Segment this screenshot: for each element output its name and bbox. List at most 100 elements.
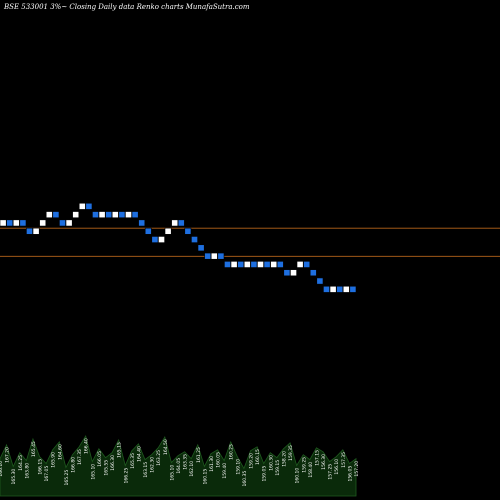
renko-brick-20	[125, 211, 132, 219]
renko-brick-27	[171, 219, 179, 227]
renko-brick-34	[217, 252, 225, 260]
renko-brick-29	[184, 227, 192, 235]
volume-label-54: 156.05	[347, 466, 353, 482]
volume-label-24: 162.30	[150, 457, 156, 473]
volume-label-11: 165.25	[64, 470, 70, 486]
renko-brick-43	[276, 261, 284, 268]
volume-area-path	[0, 434, 357, 497]
volume-label-45: 159.35	[288, 445, 294, 461]
renko-brick-42	[270, 261, 278, 268]
volume-label-51: 157.25	[328, 464, 334, 480]
volume-label-15: 165.10	[90, 464, 96, 480]
volume-label-31: 161.25	[196, 447, 202, 463]
volume-label-43: 159.15	[275, 460, 281, 476]
renko-brick-37	[237, 261, 245, 268]
volume-label-39: 159.20	[249, 453, 255, 469]
renko-brick-11	[65, 219, 73, 227]
volume-label-12: 166.80	[71, 457, 77, 473]
renko-brick-3	[12, 219, 20, 227]
renko-brick-7	[39, 219, 47, 227]
renko-brick-6	[32, 227, 40, 235]
volume-label-53: 157.35	[341, 452, 347, 468]
volume-label-19: 165.15	[117, 442, 123, 458]
renko-brick-48	[309, 269, 317, 277]
renko-brick-41	[263, 261, 271, 268]
renko-brick-51	[329, 285, 337, 293]
volume-label-37: 159.10	[235, 459, 241, 475]
volume-label-5: 163.80	[24, 463, 30, 479]
renko-brick-15	[92, 211, 99, 219]
volume-label-29: 163.35	[183, 454, 189, 470]
renko-brick-35	[224, 261, 231, 268]
renko-brick-19	[118, 211, 126, 219]
renko-brick-8	[45, 211, 53, 219]
renko-brick-38	[243, 261, 251, 268]
renko-bricks	[0, 202, 357, 293]
renko-brick-2	[6, 219, 14, 227]
renko-brick-44	[283, 269, 291, 277]
volume-label-25: 163.25	[156, 450, 162, 466]
reference-lines	[0, 227, 500, 257]
renko-brick-10	[59, 219, 66, 227]
volume-label-13: 167.35	[77, 449, 83, 465]
chart-title: BSE 533001 3%~ Closing Daily data Renko …	[3, 3, 250, 11]
volume-label-17: 165.55	[103, 460, 109, 476]
volume-label-21: 165.35	[130, 453, 136, 469]
volume-label-49: 157.15	[314, 450, 320, 466]
volume-label-50: 156.30	[321, 454, 327, 470]
renko-brick-1	[0, 219, 7, 227]
renko-brick-23	[144, 227, 152, 235]
renko-brick-5	[26, 227, 33, 235]
volume-label-46: 160.10	[295, 468, 301, 484]
volume-label-10: 164.60	[57, 444, 63, 460]
volume-label-41: 159.05	[262, 466, 268, 482]
renko-brick-14	[85, 202, 93, 210]
volume-label-26: 164.50	[163, 439, 169, 455]
volume-label-2: 167.20	[5, 447, 11, 463]
renko-brick-32	[204, 252, 212, 260]
volume-label-40: 160.15	[255, 449, 261, 465]
renko-brick-40	[257, 261, 264, 268]
renko-brick-18	[111, 211, 119, 219]
volume-label-9: 165.90	[51, 452, 57, 468]
volume-label-23: 163.15	[143, 462, 149, 478]
volume-label-35: 159.40	[222, 463, 228, 479]
renko-brick-33	[210, 252, 218, 260]
renko-brick-36	[230, 261, 238, 268]
renko-brick-53	[342, 285, 350, 293]
renko-brick-22	[138, 219, 146, 227]
renko-brick-54	[349, 285, 357, 293]
renko-brick-39	[250, 261, 258, 268]
volume-label-14: 166.40	[84, 438, 90, 454]
volume-label-6: 165.45	[31, 441, 37, 457]
renko-brick-25	[158, 236, 165, 243]
renko-brick-9	[52, 211, 60, 219]
volume-label-34: 160.05	[216, 452, 222, 468]
volume-label-48: 158.40	[308, 462, 314, 478]
renko-brick-28	[177, 219, 185, 227]
renko-brick-45	[290, 269, 297, 277]
volume-label-28: 164.05	[176, 458, 182, 474]
volume-label-44: 158.20	[281, 451, 287, 467]
volume-label-1: 166.10	[0, 461, 4, 477]
renko-brick-21	[131, 211, 139, 219]
renko-brick-52	[336, 285, 344, 293]
renko-brick-49	[316, 277, 324, 285]
renko-brick-13	[78, 202, 86, 210]
renko-brick-50	[323, 285, 330, 293]
volume-label-38: 160.35	[242, 471, 248, 487]
renko-brick-4	[19, 219, 27, 227]
volume-label-30: 162.10	[189, 461, 195, 477]
volume-label-32: 160.15	[202, 469, 208, 485]
renko-brick-26	[164, 227, 172, 235]
volume-label-22: 164.40	[136, 446, 142, 462]
volume-label-27: 165.10	[169, 465, 175, 481]
renko-brick-12	[72, 211, 80, 219]
volume-label-33: 161.30	[209, 456, 215, 472]
renko-brick-31	[197, 244, 205, 252]
volume-label-36: 160.25	[229, 444, 235, 460]
renko-brick-30	[191, 236, 198, 243]
volume-label-18: 166.30	[110, 455, 116, 471]
